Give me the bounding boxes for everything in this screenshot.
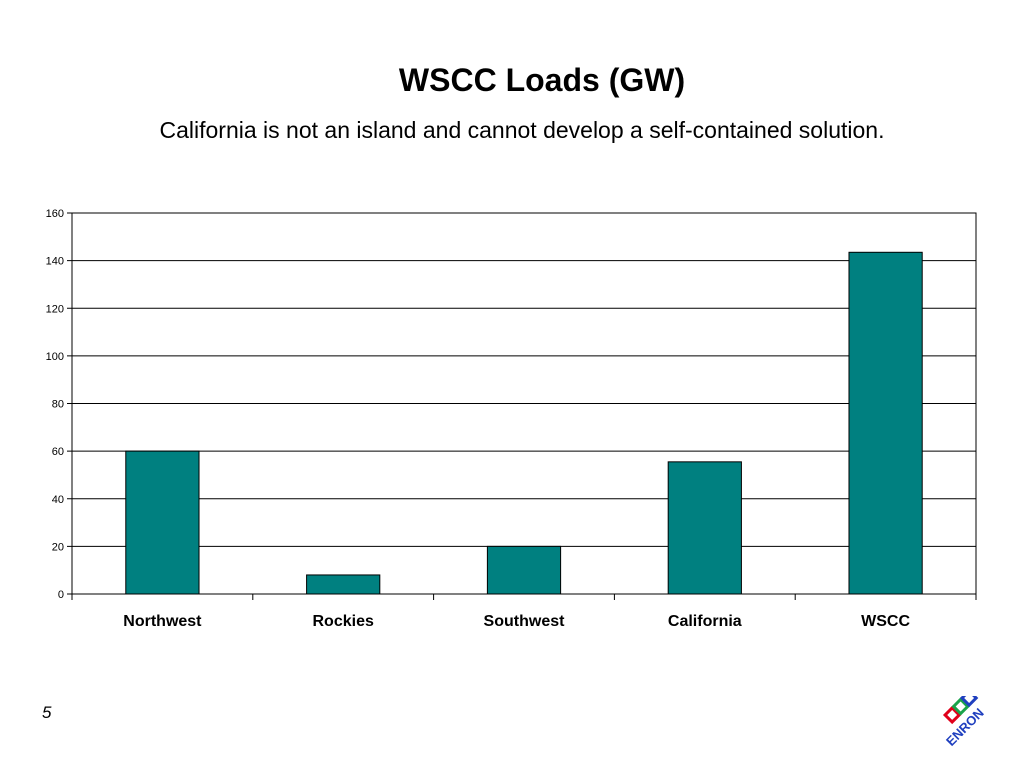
logo-square-blue: [959, 696, 979, 708]
logo-square-red: [942, 705, 962, 725]
y-tick-label: 80: [52, 399, 64, 411]
x-tick-label: WSCC: [861, 613, 910, 630]
bar: [486, 545, 562, 595]
y-tick-label: 40: [52, 494, 64, 506]
slide-subtitle: California is not an island and cannot d…: [159, 117, 885, 143]
y-tick-label: 0: [58, 589, 64, 601]
x-tick-label: Northwest: [123, 613, 202, 630]
bar: [667, 461, 742, 595]
y-tick-label: 20: [52, 541, 64, 553]
bar: [848, 251, 923, 595]
logo-square-green: [951, 697, 970, 716]
y-tick-label: 160: [46, 208, 64, 220]
x-tick-label: Rockies: [313, 613, 374, 630]
enron-logo: ENRON: [942, 696, 987, 749]
bar: [306, 574, 381, 595]
page-number: 5: [42, 703, 52, 722]
y-tick-label: 140: [46, 256, 64, 268]
bar: [125, 450, 200, 595]
y-tick-label: 100: [46, 351, 64, 363]
x-tick-label: California: [668, 613, 742, 630]
y-tick-label: 120: [46, 303, 64, 315]
y-tick-label: 60: [52, 446, 64, 458]
slide-title: WSCC Loads (GW): [398, 62, 686, 98]
x-tick-label: Southwest: [484, 613, 566, 630]
